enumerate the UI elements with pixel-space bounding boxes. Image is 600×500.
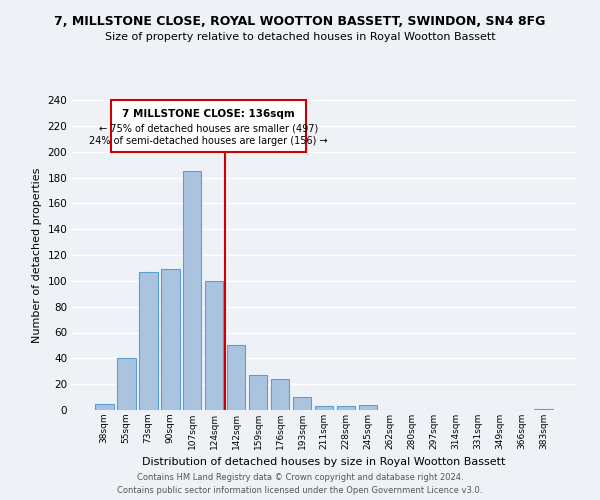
Bar xyxy=(271,379,289,410)
Bar xyxy=(535,408,553,410)
Bar xyxy=(117,358,136,410)
Bar xyxy=(337,406,355,410)
Bar xyxy=(183,171,202,410)
Text: Contains HM Land Registry data © Crown copyright and database right 2024.: Contains HM Land Registry data © Crown c… xyxy=(137,472,463,482)
Bar xyxy=(293,397,311,410)
Bar xyxy=(227,346,245,410)
Bar xyxy=(95,404,113,410)
Bar xyxy=(249,375,268,410)
Text: 24% of semi-detached houses are larger (156) →: 24% of semi-detached houses are larger (… xyxy=(89,136,328,146)
Y-axis label: Number of detached properties: Number of detached properties xyxy=(32,168,42,342)
Bar xyxy=(359,405,377,410)
X-axis label: Distribution of detached houses by size in Royal Wootton Bassett: Distribution of detached houses by size … xyxy=(142,458,506,468)
Bar xyxy=(314,406,334,410)
Text: 7 MILLSTONE CLOSE: 136sqm: 7 MILLSTONE CLOSE: 136sqm xyxy=(122,109,295,119)
FancyBboxPatch shape xyxy=(111,100,307,152)
Bar xyxy=(139,272,158,410)
Text: Size of property relative to detached houses in Royal Wootton Bassett: Size of property relative to detached ho… xyxy=(104,32,496,42)
Bar xyxy=(205,281,223,410)
Text: ← 75% of detached houses are smaller (497): ← 75% of detached houses are smaller (49… xyxy=(99,123,318,133)
Text: Contains public sector information licensed under the Open Government Licence v3: Contains public sector information licen… xyxy=(118,486,482,495)
Bar xyxy=(161,269,179,410)
Text: 7, MILLSTONE CLOSE, ROYAL WOOTTON BASSETT, SWINDON, SN4 8FG: 7, MILLSTONE CLOSE, ROYAL WOOTTON BASSET… xyxy=(55,15,545,28)
